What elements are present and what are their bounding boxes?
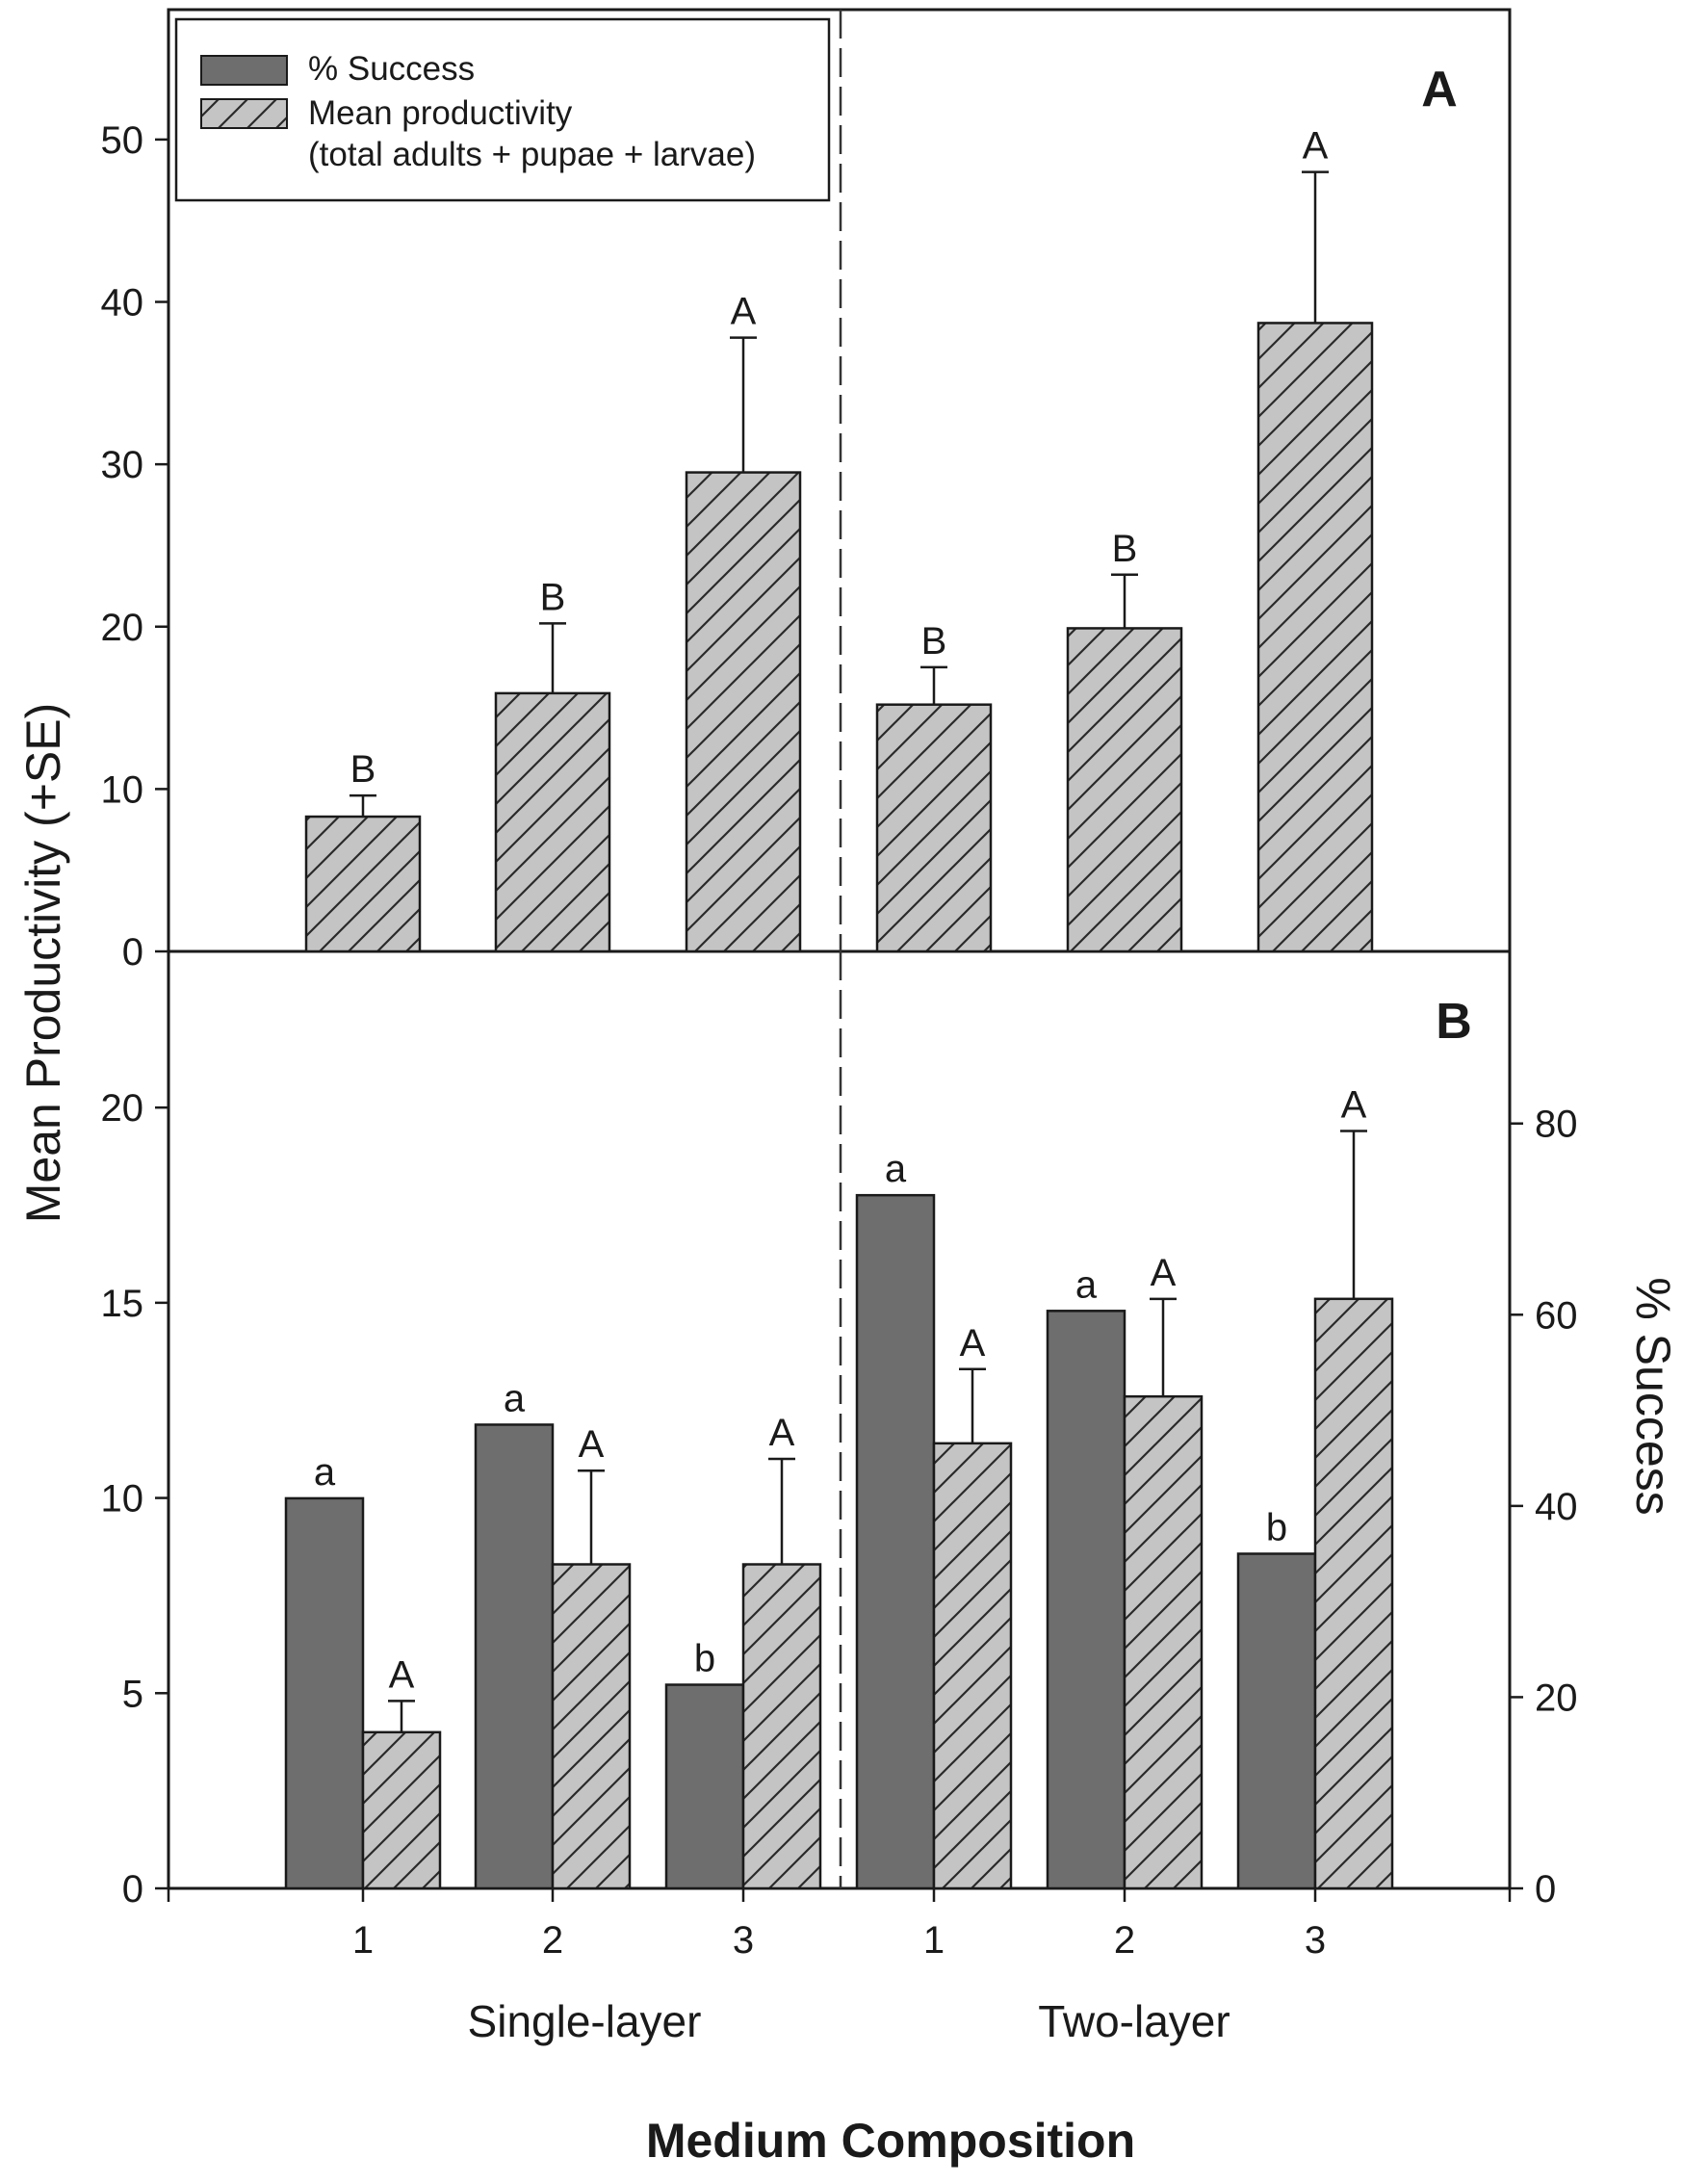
panel-b-success-letter: a [314, 1451, 336, 1494]
panel-b-bar-productivity [1123, 1394, 1204, 1890]
panel-b-y-tick-label: 20 [101, 1087, 144, 1130]
panel-a-bar-productivity [494, 691, 611, 953]
panel-a-y-tick-label: 30 [101, 444, 144, 486]
group-label-single-layer: Single-layer [468, 1996, 702, 2046]
panel-b-y2-tick-label: 80 [1535, 1104, 1578, 1146]
panel-b-bar-productivity [741, 1563, 822, 1890]
panel-a-y-tick-label: 10 [101, 768, 144, 811]
panel-b-productivity-letter: A [1341, 1083, 1367, 1126]
x-tick-label: 3 [1305, 1919, 1326, 1962]
legend-swatch-productivity [200, 98, 288, 129]
panel-a-y-tick-label: 20 [101, 607, 144, 649]
panel-b: 0 5 10 15 20 0 20 40 60 80 a Aa Ab Aa Aa Ab A 1 2 3 1 2 3 B [101, 951, 1578, 1962]
panel-a-bar-productivity [304, 815, 422, 953]
legend-swatch-success [200, 55, 288, 86]
panel-a-bar-productivity [1066, 627, 1183, 953]
panel-a-y-tick-label: 50 [101, 119, 144, 162]
x-tick-label: 1 [923, 1919, 945, 1962]
panel-a-bar-letter: B [350, 748, 376, 791]
group-label-two-layer: Two-layer [1038, 1996, 1230, 2046]
y-axis-title: Mean Productivity (+SE) [16, 703, 70, 1223]
panel-b-bar-productivity [551, 1563, 632, 1890]
panel-a-bar-letter: A [731, 291, 757, 333]
panel-a-bar-letter: B [1112, 528, 1138, 570]
panel-a-y-tick-label: 0 [122, 931, 143, 974]
panel-b-bar-success [855, 1193, 936, 1890]
panel-b-productivity-letter: A [769, 1412, 795, 1454]
panel-b-bar-success [1236, 1552, 1317, 1890]
panel-b-y-axis: 0 5 10 15 20 [101, 1087, 168, 1911]
panel-b-y-tick-label: 5 [122, 1673, 143, 1715]
x-axis-title: Medium Composition [646, 2114, 1135, 2168]
panel-b-bar-productivity [1313, 1297, 1394, 1890]
panel-b-productivity-letter: A [1151, 1252, 1177, 1294]
panel-a-bar-letter: B [540, 576, 566, 618]
panel-b-bar-productivity [361, 1730, 442, 1890]
legend: % Success Mean productivity (total adult… [174, 17, 831, 202]
panel-b-bar-success [1046, 1310, 1126, 1890]
panel-b-y2-tick-label: 0 [1535, 1868, 1556, 1911]
panel-b-bar-productivity [932, 1442, 1013, 1890]
panel-b-productivity-letter: A [960, 1322, 986, 1365]
panel-b-bar-success [474, 1423, 555, 1890]
legend-label-productivity: Mean productivity [308, 94, 573, 132]
panel-b-productivity-letter: A [579, 1423, 605, 1466]
x-axis: 1 2 3 1 2 3 [167, 1888, 1512, 1962]
panel-b-success-letter: a [1075, 1263, 1098, 1306]
panel-b-y-tick-label: 15 [101, 1283, 144, 1325]
x-tick-label: 1 [352, 1919, 374, 1962]
panel-b-bar-success [284, 1496, 365, 1890]
panel-a-y-axis: 0 10 20 30 40 50 [101, 119, 168, 974]
x-tick-label: 2 [1114, 1919, 1135, 1962]
panel-b-success-letter: b [1266, 1507, 1287, 1549]
x-tick-label: 3 [733, 1919, 754, 1962]
panel-a-label: A [1421, 62, 1458, 117]
panel-b-success-letter: b [694, 1638, 715, 1680]
panel-b-y-tick-label: 0 [122, 1868, 143, 1911]
legend-label-productivity-detail: (total adults + pupae + larvae) [308, 136, 756, 173]
panel-a-bar-letter: A [1303, 125, 1329, 168]
panel-b-y2-tick-label: 40 [1535, 1486, 1578, 1528]
panel-b-y2-axis: 0 20 40 60 80 [1510, 1104, 1578, 1911]
panel-b-productivity-letter: A [389, 1653, 415, 1696]
panel-a-bar-productivity [685, 471, 802, 953]
panel-a-bar-productivity [875, 703, 993, 953]
panel-b-y2-tick-label: 60 [1535, 1294, 1578, 1337]
legend-label-success: % Success [308, 50, 475, 88]
panel-a-y-tick-label: 40 [101, 282, 144, 325]
panel-a-bar-productivity [1256, 322, 1374, 953]
panel-b-bars: a Aa Ab Aa Aa Ab A [284, 1083, 1394, 1890]
panel-b-y-tick-label: 10 [101, 1478, 144, 1521]
panel-b-success-letter: a [885, 1148, 907, 1190]
x-tick-label: 2 [542, 1919, 563, 1962]
panel-a-bars: B B A B B A [304, 125, 1374, 953]
panel-a-bar-letter: B [921, 620, 947, 663]
panel-b-bar-success [664, 1683, 745, 1890]
panel-b-y2-tick-label: 20 [1535, 1677, 1578, 1719]
panel-a: 0 10 20 30 40 50 B B A B B A A % Success Mean prod… [101, 8, 1512, 974]
panel-b-label: B [1436, 994, 1472, 1050]
y2-axis-title: % Success [1626, 1277, 1680, 1515]
panel-b-success-letter: a [504, 1377, 526, 1419]
panel-a-frame [167, 8, 1512, 953]
